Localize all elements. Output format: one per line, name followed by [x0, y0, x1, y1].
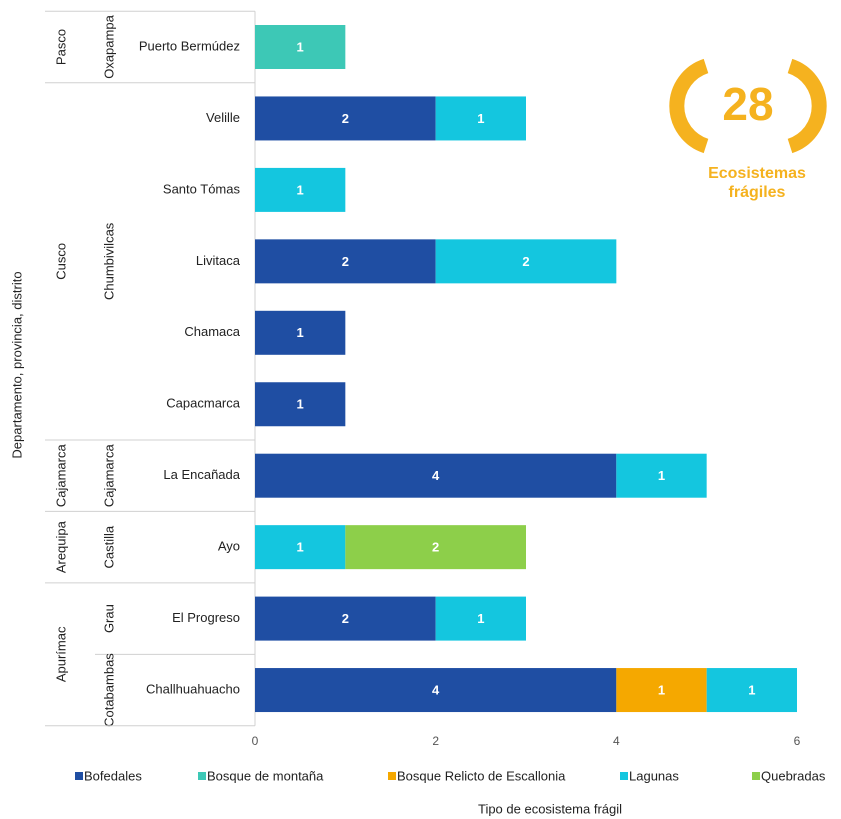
bar-segment — [435, 239, 617, 284]
legend-swatch — [620, 772, 628, 780]
data-label: 1 — [297, 39, 304, 54]
department-label: Arequipa — [53, 520, 68, 573]
data-label: 1 — [748, 682, 755, 697]
badge-text: frágiles — [729, 184, 786, 201]
data-label: 2 — [522, 254, 529, 269]
bar-segment — [255, 525, 346, 570]
legend-label: Bosque de montaña — [207, 768, 324, 783]
province-label: Castilla — [101, 525, 116, 568]
bar-segment — [255, 96, 436, 141]
legend-swatch — [75, 772, 83, 780]
data-label: 1 — [297, 540, 304, 555]
bar-segment — [255, 382, 346, 427]
x-tick-label: 6 — [794, 734, 801, 748]
bar-segment — [255, 668, 617, 713]
province-label: Grau — [101, 604, 116, 633]
district-label: Challhuahuacho — [146, 681, 240, 696]
y-axis-title: Departamento, provincia, distrito — [9, 271, 24, 458]
bar-segment — [255, 310, 346, 355]
badge-bracket — [669, 58, 709, 154]
department-label: Apurímac — [53, 626, 68, 682]
department-label: Cajamarca — [53, 444, 68, 508]
x-tick-label: 0 — [252, 734, 259, 748]
data-label: 2 — [432, 540, 439, 555]
legend-label: Bosque Relicto de Escallonia — [397, 768, 566, 783]
data-label: 2 — [342, 611, 349, 626]
department-label: Cusco — [53, 243, 68, 280]
district-label: El Progreso — [172, 610, 240, 625]
legend-label: Lagunas — [629, 768, 679, 783]
data-label: 1 — [297, 325, 304, 340]
data-label: 1 — [658, 682, 665, 697]
bar-segment — [435, 596, 526, 641]
bar-segment — [255, 596, 436, 641]
province-label: Oxapampa — [101, 14, 116, 78]
department-label: Pasco — [53, 29, 68, 65]
x-tick-label: 4 — [613, 734, 620, 748]
data-label: 1 — [297, 182, 304, 197]
data-label: 4 — [432, 682, 440, 697]
data-label: 2 — [342, 254, 349, 269]
badge-text: Ecosistemas — [708, 165, 806, 182]
data-label: 1 — [297, 397, 304, 412]
bar-segment — [255, 25, 346, 69]
data-label: 2 — [342, 111, 349, 126]
district-label: Santo Tómas — [163, 181, 241, 196]
data-label: 1 — [477, 611, 484, 626]
district-label: Chamaca — [184, 324, 240, 339]
bar-segment — [616, 453, 707, 498]
district-label: Velille — [206, 110, 240, 125]
district-label: La Encañada — [163, 467, 240, 482]
data-label: 1 — [477, 111, 484, 126]
data-label: 1 — [658, 468, 665, 483]
legend-label: Quebradas — [761, 768, 826, 783]
bar-segment — [706, 668, 797, 713]
bar-segment — [255, 453, 617, 498]
district-label: Capacmarca — [166, 396, 240, 411]
legend-swatch — [752, 772, 760, 780]
bar-segment — [255, 167, 346, 212]
x-axis-title: Tipo de ecosistema frágil — [478, 801, 622, 816]
x-tick-label: 2 — [432, 734, 439, 748]
district-label: Livitaca — [196, 253, 241, 268]
district-label: Ayo — [218, 539, 240, 554]
legend-label: Bofedales — [84, 768, 142, 783]
province-label: Cotabambas — [101, 653, 116, 727]
badge-number: 28 — [722, 78, 773, 130]
province-label: Cajamarca — [101, 444, 116, 508]
data-label: 4 — [432, 468, 440, 483]
province-label: Chumbivilcas — [101, 222, 116, 300]
bar-segment — [435, 96, 526, 141]
legend-swatch — [198, 772, 206, 780]
district-label: Puerto Bermúdez — [139, 38, 240, 53]
legend-swatch — [388, 772, 396, 780]
badge-bracket — [787, 58, 827, 154]
bar-segment — [345, 525, 526, 570]
bar-segment — [616, 668, 707, 713]
bar-segment — [255, 239, 436, 284]
